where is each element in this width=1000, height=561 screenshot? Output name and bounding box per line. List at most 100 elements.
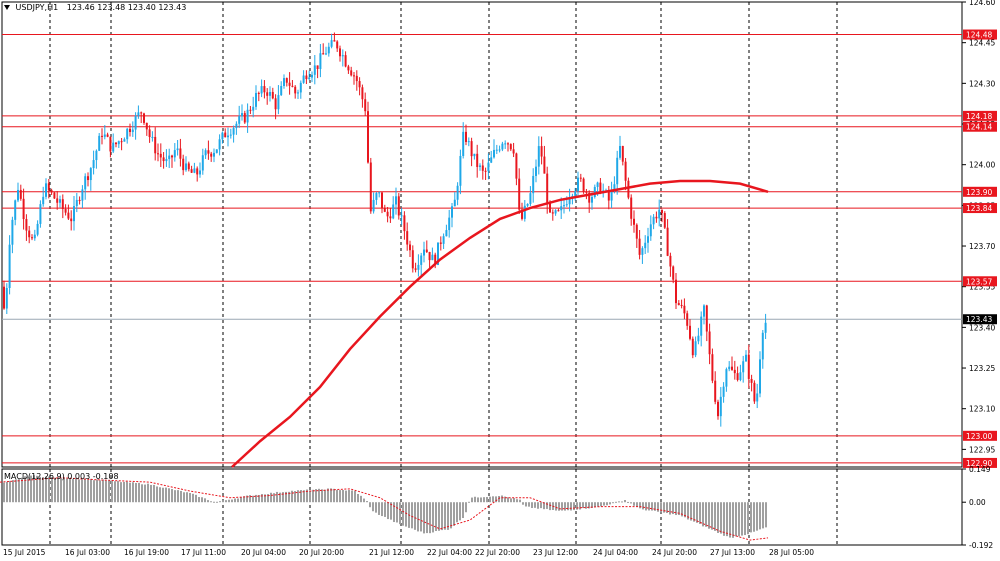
macd-bar xyxy=(96,479,98,503)
macd-bar xyxy=(693,502,695,522)
macd-bar xyxy=(672,502,674,515)
candle-body xyxy=(691,338,694,356)
candle-body xyxy=(280,85,283,96)
candle-body xyxy=(568,197,571,205)
candle-body xyxy=(313,65,316,75)
candle-body xyxy=(120,141,123,143)
macd-bar xyxy=(363,498,365,503)
candle-body xyxy=(190,169,193,173)
macd-bar xyxy=(642,502,644,510)
y-tick-label: 123.55 xyxy=(969,283,995,292)
macd-bar xyxy=(381,502,383,517)
candle-body xyxy=(361,87,364,100)
candle-body xyxy=(145,122,148,130)
candle-body xyxy=(157,153,159,155)
macd-bar xyxy=(627,501,629,503)
macd-bar xyxy=(264,494,266,503)
candle-body xyxy=(554,210,557,214)
x-tick-label: 15 Jul 2015 xyxy=(3,548,46,557)
candle-body xyxy=(689,325,691,339)
macd-bar xyxy=(333,488,335,503)
macd-bar xyxy=(462,502,464,519)
macd-bar xyxy=(555,502,557,511)
candle-body xyxy=(269,91,271,96)
x-tick-label: 21 Jul 12:00 xyxy=(369,548,414,557)
candle-body xyxy=(378,192,381,194)
macd-bar xyxy=(267,494,269,503)
candle-body xyxy=(481,165,484,171)
macd-bar xyxy=(87,479,89,503)
macd-bar xyxy=(435,502,437,532)
level-price-text: 122.90 xyxy=(966,459,992,468)
candle-body xyxy=(621,146,624,162)
macd-bar xyxy=(126,481,128,503)
macd-bar xyxy=(447,502,449,530)
candle-body xyxy=(249,109,252,111)
macd-bar xyxy=(417,502,419,532)
macd-bar xyxy=(336,489,338,503)
chevron-down-icon[interactable] xyxy=(4,5,10,10)
macd-title: MACD(12,26,9) 0.003 -0.108 xyxy=(4,472,119,481)
macd-bar xyxy=(117,481,119,503)
candle-body xyxy=(641,248,644,255)
candle-body xyxy=(652,216,655,225)
candle-body xyxy=(610,190,613,201)
candle-body xyxy=(434,254,437,265)
macd-bar xyxy=(453,502,455,526)
candle-body xyxy=(59,199,61,203)
candle-body xyxy=(400,215,403,217)
macd-bar xyxy=(648,502,650,511)
macd-bar xyxy=(33,475,35,503)
macd-bar xyxy=(492,496,494,503)
macd-bar xyxy=(273,493,275,503)
macd-bar xyxy=(213,501,215,503)
macd-bar xyxy=(732,502,734,538)
macd-bar xyxy=(588,502,590,509)
candle-body xyxy=(14,200,17,220)
candle-body xyxy=(529,193,532,204)
candle-body xyxy=(747,354,750,379)
macd-bar xyxy=(36,475,38,503)
macd-bar xyxy=(15,479,17,503)
macd-bar xyxy=(486,496,488,503)
macd-bar xyxy=(243,496,245,503)
macd-bar xyxy=(681,502,683,517)
candle-body xyxy=(162,157,165,162)
macd-bar xyxy=(426,502,428,534)
candle-body xyxy=(263,86,266,93)
level-price-tag xyxy=(963,110,997,121)
candle-body xyxy=(526,203,529,206)
macd-bar xyxy=(468,501,470,503)
candle-body xyxy=(129,128,131,133)
candle-body xyxy=(532,175,535,194)
macd-bar xyxy=(372,502,374,512)
ohlc-readout: 123.46 123.48 123.40 123.43 xyxy=(66,3,187,12)
candle-body xyxy=(495,149,498,151)
candle-body xyxy=(577,177,579,192)
candle-body xyxy=(728,366,731,370)
candle-body xyxy=(185,163,187,171)
candle-body xyxy=(725,369,728,387)
macd-bar xyxy=(624,500,626,503)
candle-body xyxy=(523,205,526,219)
macd-bar xyxy=(762,502,764,529)
macd-bar xyxy=(192,493,194,503)
candle-body xyxy=(448,217,451,231)
moving-average-line xyxy=(231,179,769,468)
candle-body xyxy=(84,176,87,190)
candle-body xyxy=(33,234,36,239)
candle-body xyxy=(644,242,647,249)
macd-bar xyxy=(375,502,377,513)
macd-bar xyxy=(93,480,95,503)
candle-body xyxy=(487,162,490,172)
macd-bar xyxy=(456,502,458,523)
candle-body xyxy=(633,218,635,225)
candle-body xyxy=(708,331,711,355)
level-price-text: 123.90 xyxy=(966,188,992,197)
x-tick-label: 28 Jul 05:00 xyxy=(769,548,814,557)
candle-body xyxy=(462,131,465,156)
candle-body xyxy=(476,153,479,167)
candle-body xyxy=(635,224,638,239)
candle-body xyxy=(745,354,747,362)
candle-body xyxy=(535,166,537,176)
